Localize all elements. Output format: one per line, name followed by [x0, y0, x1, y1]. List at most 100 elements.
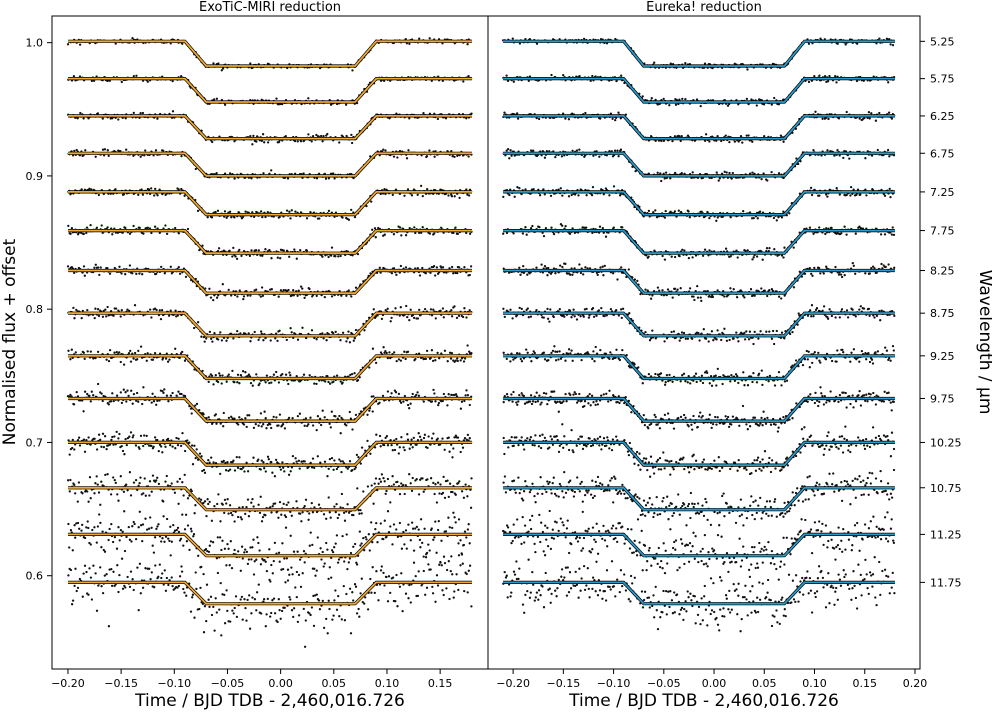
data-point: [207, 598, 210, 601]
data-point: [445, 587, 448, 590]
data-point: [434, 274, 437, 277]
data-point: [404, 234, 408, 237]
data-point: [191, 596, 194, 599]
data-point: [451, 490, 454, 494]
data-point: [150, 401, 153, 404]
data-point: [146, 80, 149, 83]
data-point: [425, 586, 429, 589]
data-point: [209, 296, 213, 299]
data-point: [244, 210, 247, 213]
data-point: [142, 444, 145, 448]
data-point: [351, 591, 354, 594]
data-point: [372, 502, 375, 505]
data-point: [395, 528, 398, 531]
data-point: [80, 529, 83, 532]
data-point: [101, 591, 105, 595]
data-point: [118, 265, 121, 268]
data-point: [374, 361, 378, 365]
data-point: [343, 519, 347, 522]
data-point: [276, 620, 279, 624]
data-point: [446, 404, 449, 407]
data-point: [366, 413, 369, 416]
data-point: [311, 135, 315, 138]
data-point: [282, 466, 285, 469]
data-point: [311, 457, 315, 460]
data-point: [164, 445, 167, 448]
data-point: [278, 500, 282, 504]
data-point: [466, 43, 469, 46]
data-point: [243, 470, 246, 473]
data-point: [420, 438, 423, 442]
data-point: [255, 609, 258, 612]
data-point: [250, 249, 253, 252]
data-point: [200, 565, 203, 569]
data-point: [437, 519, 440, 523]
data-point: [401, 609, 404, 613]
data-point: [394, 391, 398, 394]
data-point: [177, 584, 181, 588]
data-point: [178, 575, 182, 578]
data-point: [405, 304, 408, 308]
data-point: [183, 591, 186, 594]
data-point: [154, 187, 157, 191]
data-point: [348, 557, 352, 560]
data-point: [99, 438, 102, 441]
data-point: [85, 226, 89, 229]
data-point: [287, 416, 291, 420]
data-point: [165, 474, 168, 478]
data-point: [253, 330, 256, 334]
data-point: [308, 544, 311, 547]
data-point: [450, 195, 454, 198]
data-point: [380, 473, 384, 476]
data-point: [350, 208, 353, 212]
data-point: [218, 372, 221, 375]
data-point: [386, 510, 390, 513]
data-point: [149, 308, 152, 311]
data-point: [150, 444, 153, 448]
data-point: [94, 307, 97, 310]
data-point: [278, 608, 281, 612]
data-point: [67, 574, 70, 577]
data-point: [421, 477, 424, 480]
data-point: [258, 549, 261, 552]
data-point: [114, 188, 117, 191]
data-point: [89, 400, 92, 403]
data-point: [390, 272, 394, 275]
data-point: [295, 257, 298, 260]
data-point: [408, 42, 411, 45]
data-point: [139, 155, 142, 158]
data-point: [371, 347, 375, 350]
data-point: [340, 492, 344, 496]
data-point: [180, 565, 183, 568]
data-point: [301, 326, 304, 329]
data-point: [310, 140, 313, 143]
data-point: [266, 141, 270, 144]
data-point: [164, 589, 168, 592]
data-point: [76, 521, 80, 525]
data-point: [102, 445, 106, 449]
data-point: [386, 600, 390, 603]
data-point: [353, 372, 356, 375]
data-point: [425, 154, 429, 158]
data-point: [383, 519, 386, 522]
data-point: [301, 287, 304, 290]
data-point: [447, 495, 450, 499]
data-point: [354, 585, 358, 588]
data-point: [422, 569, 425, 573]
data-point: [83, 450, 87, 453]
data-point: [302, 550, 306, 553]
data-point: [359, 508, 362, 512]
data-point: [107, 359, 111, 363]
data-point: [346, 337, 349, 340]
data-point: [74, 536, 77, 539]
data-point: [170, 576, 173, 579]
data-point: [333, 459, 336, 462]
data-point: [132, 111, 135, 115]
data-point: [286, 568, 290, 571]
data-point: [363, 602, 366, 605]
data-point: [289, 598, 292, 601]
data-point: [270, 563, 273, 567]
data-point: [339, 460, 342, 463]
data-point: [290, 209, 293, 212]
data-point: [186, 227, 190, 231]
